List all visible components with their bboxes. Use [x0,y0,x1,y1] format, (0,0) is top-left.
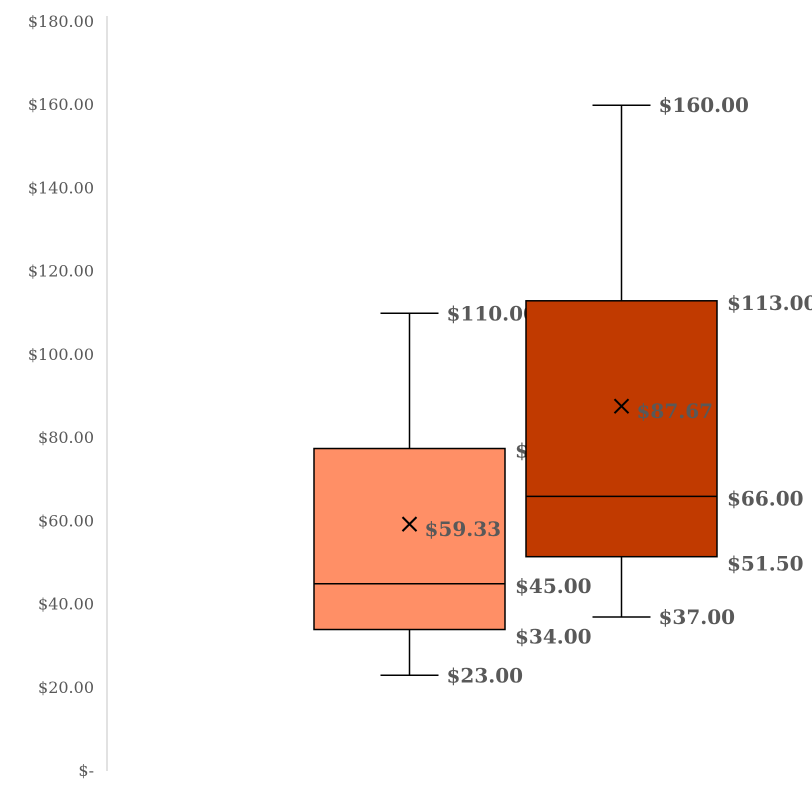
min-label: $37.00 [659,605,736,629]
q1-label: $34.00 [515,625,592,649]
y-tick-label: $80.00 [38,428,94,447]
mean-label: $59.33 [425,517,502,541]
iqr-box [525,300,718,558]
median-label: $66.00 [727,486,804,510]
q1-label: $51.50 [727,552,804,576]
y-tick-label: $60.00 [38,511,94,530]
y-tick-label: $100.00 [28,345,94,364]
y-tick-label: $- [78,761,94,780]
median-label: $45.00 [515,574,592,598]
q3-label: $113.00 [727,291,812,315]
iqr-box [313,447,506,631]
y-tick-label: $40.00 [38,595,94,614]
y-tick-label: $160.00 [28,95,94,114]
max-label: $110.00 [447,301,537,325]
mean-marker [401,516,418,532]
y-tick-label: $20.00 [38,678,94,697]
min-label: $23.00 [447,663,524,687]
y-tick-label: $120.00 [28,262,94,281]
mean-marker [613,398,630,414]
mean-label: $87.67 [637,399,714,423]
y-tick-label: $180.00 [28,12,94,31]
max-label: $160.00 [659,93,749,117]
y-tick-label: $140.00 [28,178,94,197]
